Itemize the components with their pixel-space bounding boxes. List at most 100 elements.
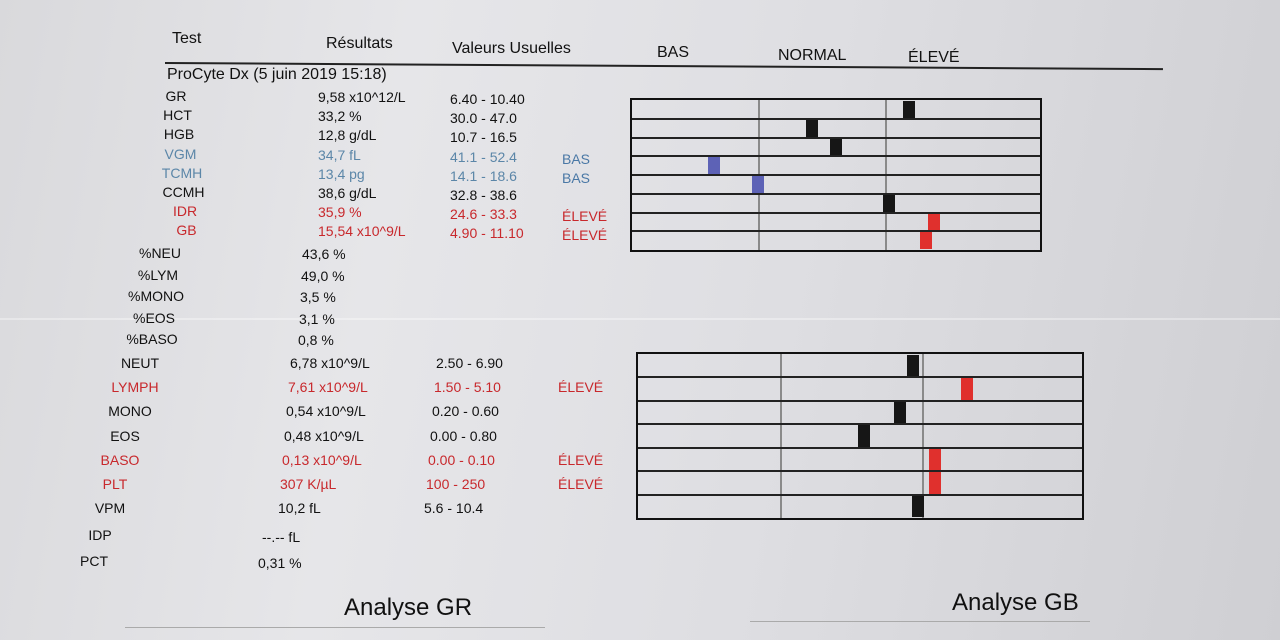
differential-value: 3,1 % (299, 310, 335, 327)
rbc-row-value: 34,7 fL (318, 146, 361, 163)
rbc-row-flag: BAS (562, 150, 591, 167)
rbc-row-value: 9,58 x10^12/L (318, 89, 406, 105)
wbc-row-value: 0,48 x10^9/L (284, 427, 364, 444)
rbc-bar-grid (630, 98, 1042, 252)
differential-name: %MONO (128, 288, 184, 304)
wbc-row-divider (638, 399, 1082, 402)
differential-name: %LYM (137, 266, 179, 283)
rbc-row-value: 12,8 g/dL (318, 127, 377, 144)
rbc-row-value: 15,54 x10^9/L (318, 223, 406, 240)
differential-name: %EOS (132, 309, 176, 326)
rbc-marker-ccmh (883, 194, 896, 212)
wbc-row-name: MONO (108, 403, 152, 420)
wbc-row-value: 0,13 x10^9/L (282, 451, 362, 468)
rbc-row-range: 6.40 - 10.40 (450, 91, 525, 107)
differential-name: %NEU (138, 245, 182, 261)
header-test: Test (172, 30, 202, 47)
wbc-marker-mono (893, 401, 906, 424)
rbc-marker-hct (805, 119, 818, 137)
extra-row-value: --.-- fL (262, 529, 301, 545)
rbc-row-divider (632, 117, 1040, 120)
wbc-row-value: 10,2 fL (278, 500, 321, 517)
wbc-row-range: 0.20 - 0.60 (432, 403, 499, 420)
rbc-row-range: 41.1 - 52.4 (450, 148, 517, 165)
wbc-range-divider (922, 354, 925, 518)
wbc-row-divider (638, 493, 1082, 496)
wbc-row-range: 5.6 - 10.4 (424, 500, 484, 517)
rbc-marker-gb (919, 232, 932, 249)
footer-rule-right (750, 621, 1090, 622)
rbc-row-name: TCMH (161, 164, 203, 181)
wbc-marker-lymph (960, 378, 973, 400)
rbc-row-range: 24.6 - 33.3 (450, 206, 517, 223)
wbc-row-flag: ÉLEVÉ (558, 379, 604, 396)
wbc-row-name: NEUT (120, 355, 160, 371)
wbc-bar-grid (636, 352, 1084, 520)
rbc-row-name: HGB (163, 126, 195, 143)
wbc-row-name: VPM (94, 500, 126, 517)
extra-row-name: PCT (80, 553, 108, 569)
rbc-row-range: 32.8 - 38.6 (450, 187, 517, 203)
wbc-row-name: BASO (100, 451, 140, 468)
rbc-row-name: GB (176, 222, 197, 239)
instrument-title: ProCyte Dx (5 juin 2019 15:18) (167, 66, 387, 83)
wbc-row-range: 0.00 - 0.10 (428, 451, 495, 468)
rbc-row-divider (632, 174, 1040, 176)
rbc-row-range: 4.90 - 11.10 (450, 225, 524, 242)
wbc-row-range: 2.50 - 6.90 (436, 355, 503, 371)
rbc-row-flag: BAS (562, 169, 591, 186)
wbc-row-flag: ÉLEVÉ (558, 476, 604, 492)
differential-value: 43,6 % (302, 246, 346, 262)
wbc-row-value: 0,54 x10^9/L (286, 403, 366, 420)
wbc-row-name: EOS (110, 427, 140, 444)
wbc-row-divider (638, 376, 1082, 379)
rbc-row-name: GR (165, 88, 187, 104)
wbc-row-name: LYMPH (111, 379, 159, 396)
header-bas: BAS (657, 44, 690, 61)
rbc-row-range: 30.0 - 47.0 (450, 110, 517, 127)
rbc-row-name: CCMH (162, 184, 205, 200)
wbc-row-divider (638, 446, 1082, 449)
rbc-row-name: IDR (172, 203, 198, 220)
differential-value: 0,8 % (298, 332, 334, 348)
rbc-row-name: HCT (163, 107, 192, 124)
differential-value: 49,0 % (301, 267, 345, 284)
rbc-marker-gr (903, 101, 916, 118)
rbc-row-divider (632, 230, 1040, 233)
header-normal: NORMAL (778, 47, 847, 64)
rbc-row-flag: ÉLEVÉ (562, 227, 608, 244)
rbc-marker-hgb (830, 138, 842, 156)
wbc-row-divider (638, 423, 1082, 426)
rbc-row-range: 14.1 - 18.6 (450, 167, 517, 184)
rbc-row-divider (632, 192, 1040, 195)
rbc-row-divider (632, 136, 1040, 139)
rbc-marker-vgm (707, 157, 720, 174)
differential-name: %BASO (126, 331, 178, 347)
rbc-row-value: 38,6 g/dL (318, 185, 377, 201)
rbc-row-value: 13,4 pg (318, 165, 365, 182)
rbc-marker-tcmh (752, 176, 765, 193)
rbc-row-value: 35,9 % (318, 204, 362, 221)
footer-analyse-gr: Analyse GR (344, 594, 473, 621)
wbc-row-name: PLT (102, 476, 128, 492)
wbc-marker-vpm (911, 495, 924, 517)
rbc-row-name: VGM (164, 145, 197, 162)
header-valeurs-usuelles: Valeurs Usuelles (452, 40, 571, 57)
rbc-row-range: 10.7 - 16.5 (450, 129, 517, 146)
wbc-row-value: 7,61 x10^9/L (288, 379, 368, 396)
rbc-marker-idr (927, 213, 940, 231)
extra-row-name: IDP (88, 527, 112, 543)
wbc-marker-plt (929, 472, 942, 494)
rbc-row-flag: ÉLEVÉ (562, 208, 608, 225)
wbc-row-value: 6,78 x10^9/L (290, 355, 370, 371)
wbc-row-range: 1.50 - 5.10 (434, 379, 501, 396)
wbc-row-flag: ÉLEVÉ (558, 451, 604, 468)
wbc-marker-eos (858, 425, 871, 447)
header-eleve: ÉLEVÉ (908, 49, 960, 66)
wbc-row-divider (638, 470, 1082, 473)
wbc-marker-baso (929, 448, 942, 471)
wbc-marker-neut (907, 355, 920, 377)
extra-row-value: 0,31 % (258, 555, 302, 571)
footer-rule-left (125, 627, 545, 628)
wbc-range-divider (780, 354, 783, 518)
